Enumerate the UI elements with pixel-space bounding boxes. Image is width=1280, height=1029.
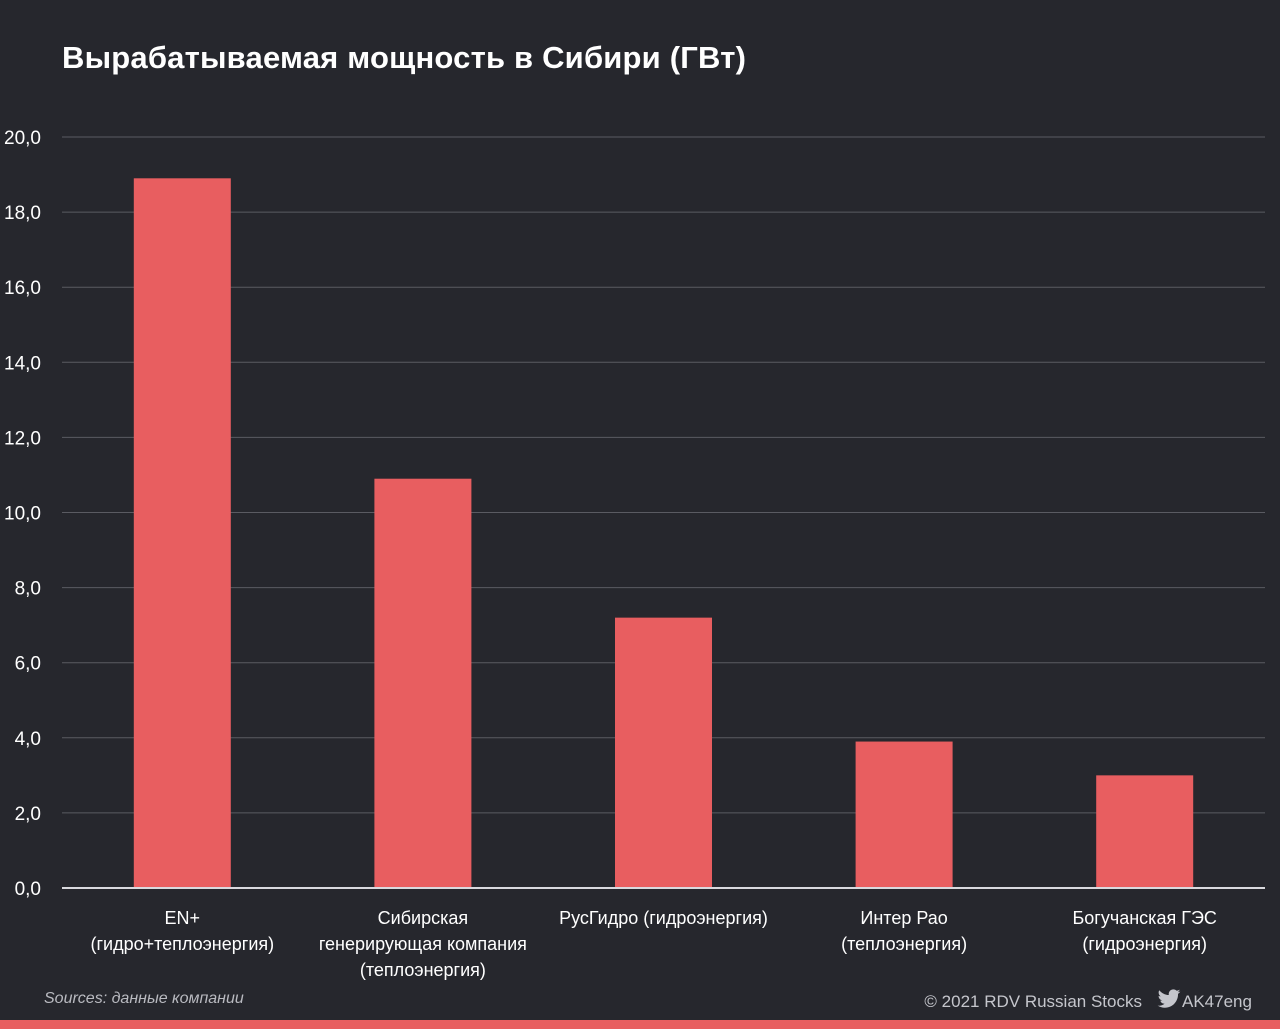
y-tick-label: 12,0	[4, 428, 41, 449]
x-category-label: Богучанская ГЭС	[1072, 908, 1216, 928]
twitter-icon	[1157, 989, 1181, 1008]
source-note: Sources: данные компании	[44, 990, 244, 1007]
x-category-label: (гидроэнергия)	[1082, 934, 1207, 954]
y-tick-label: 4,0	[15, 729, 41, 750]
y-tick-label: 6,0	[15, 654, 41, 675]
y-tick-label: 14,0	[4, 353, 41, 374]
y-tick-label: 0,0	[15, 879, 41, 900]
y-tick-label: 16,0	[4, 278, 41, 299]
x-category-label: (теплоэнергия)	[841, 934, 967, 954]
y-tick-label: 20,0	[4, 128, 41, 149]
y-tick-label: 8,0	[15, 579, 41, 600]
y-tick-label: 2,0	[15, 804, 41, 825]
x-category-label: (теплоэнергия)	[360, 960, 486, 980]
x-category-label: EN+	[165, 908, 201, 928]
bar	[615, 617, 712, 888]
y-tick-label: 18,0	[4, 203, 41, 224]
bar	[374, 478, 472, 888]
twitter-handle-group: AK47eng	[1156, 984, 1252, 1012]
x-category-label: генерирующая компания	[319, 934, 527, 954]
bar	[855, 741, 953, 888]
x-category-label: РусГидро (гидроэнергия)	[559, 908, 768, 928]
bar	[1096, 775, 1194, 888]
twitter-handle: AK47eng	[1182, 992, 1252, 1011]
x-category-label: (гидро+теплоэнергия)	[90, 934, 274, 954]
bar	[133, 178, 231, 888]
bottom-accent-bar	[0, 1020, 1280, 1029]
chart-title: Вырабатываемая мощность в Сибири (ГВт)	[62, 40, 747, 75]
x-category-label: Интер Рао	[860, 908, 947, 928]
x-category-label: Сибирская	[378, 908, 468, 928]
copyright-credit: © 2021 RDV Russian Stocks	[924, 992, 1142, 1011]
y-tick-label: 10,0	[4, 504, 41, 525]
